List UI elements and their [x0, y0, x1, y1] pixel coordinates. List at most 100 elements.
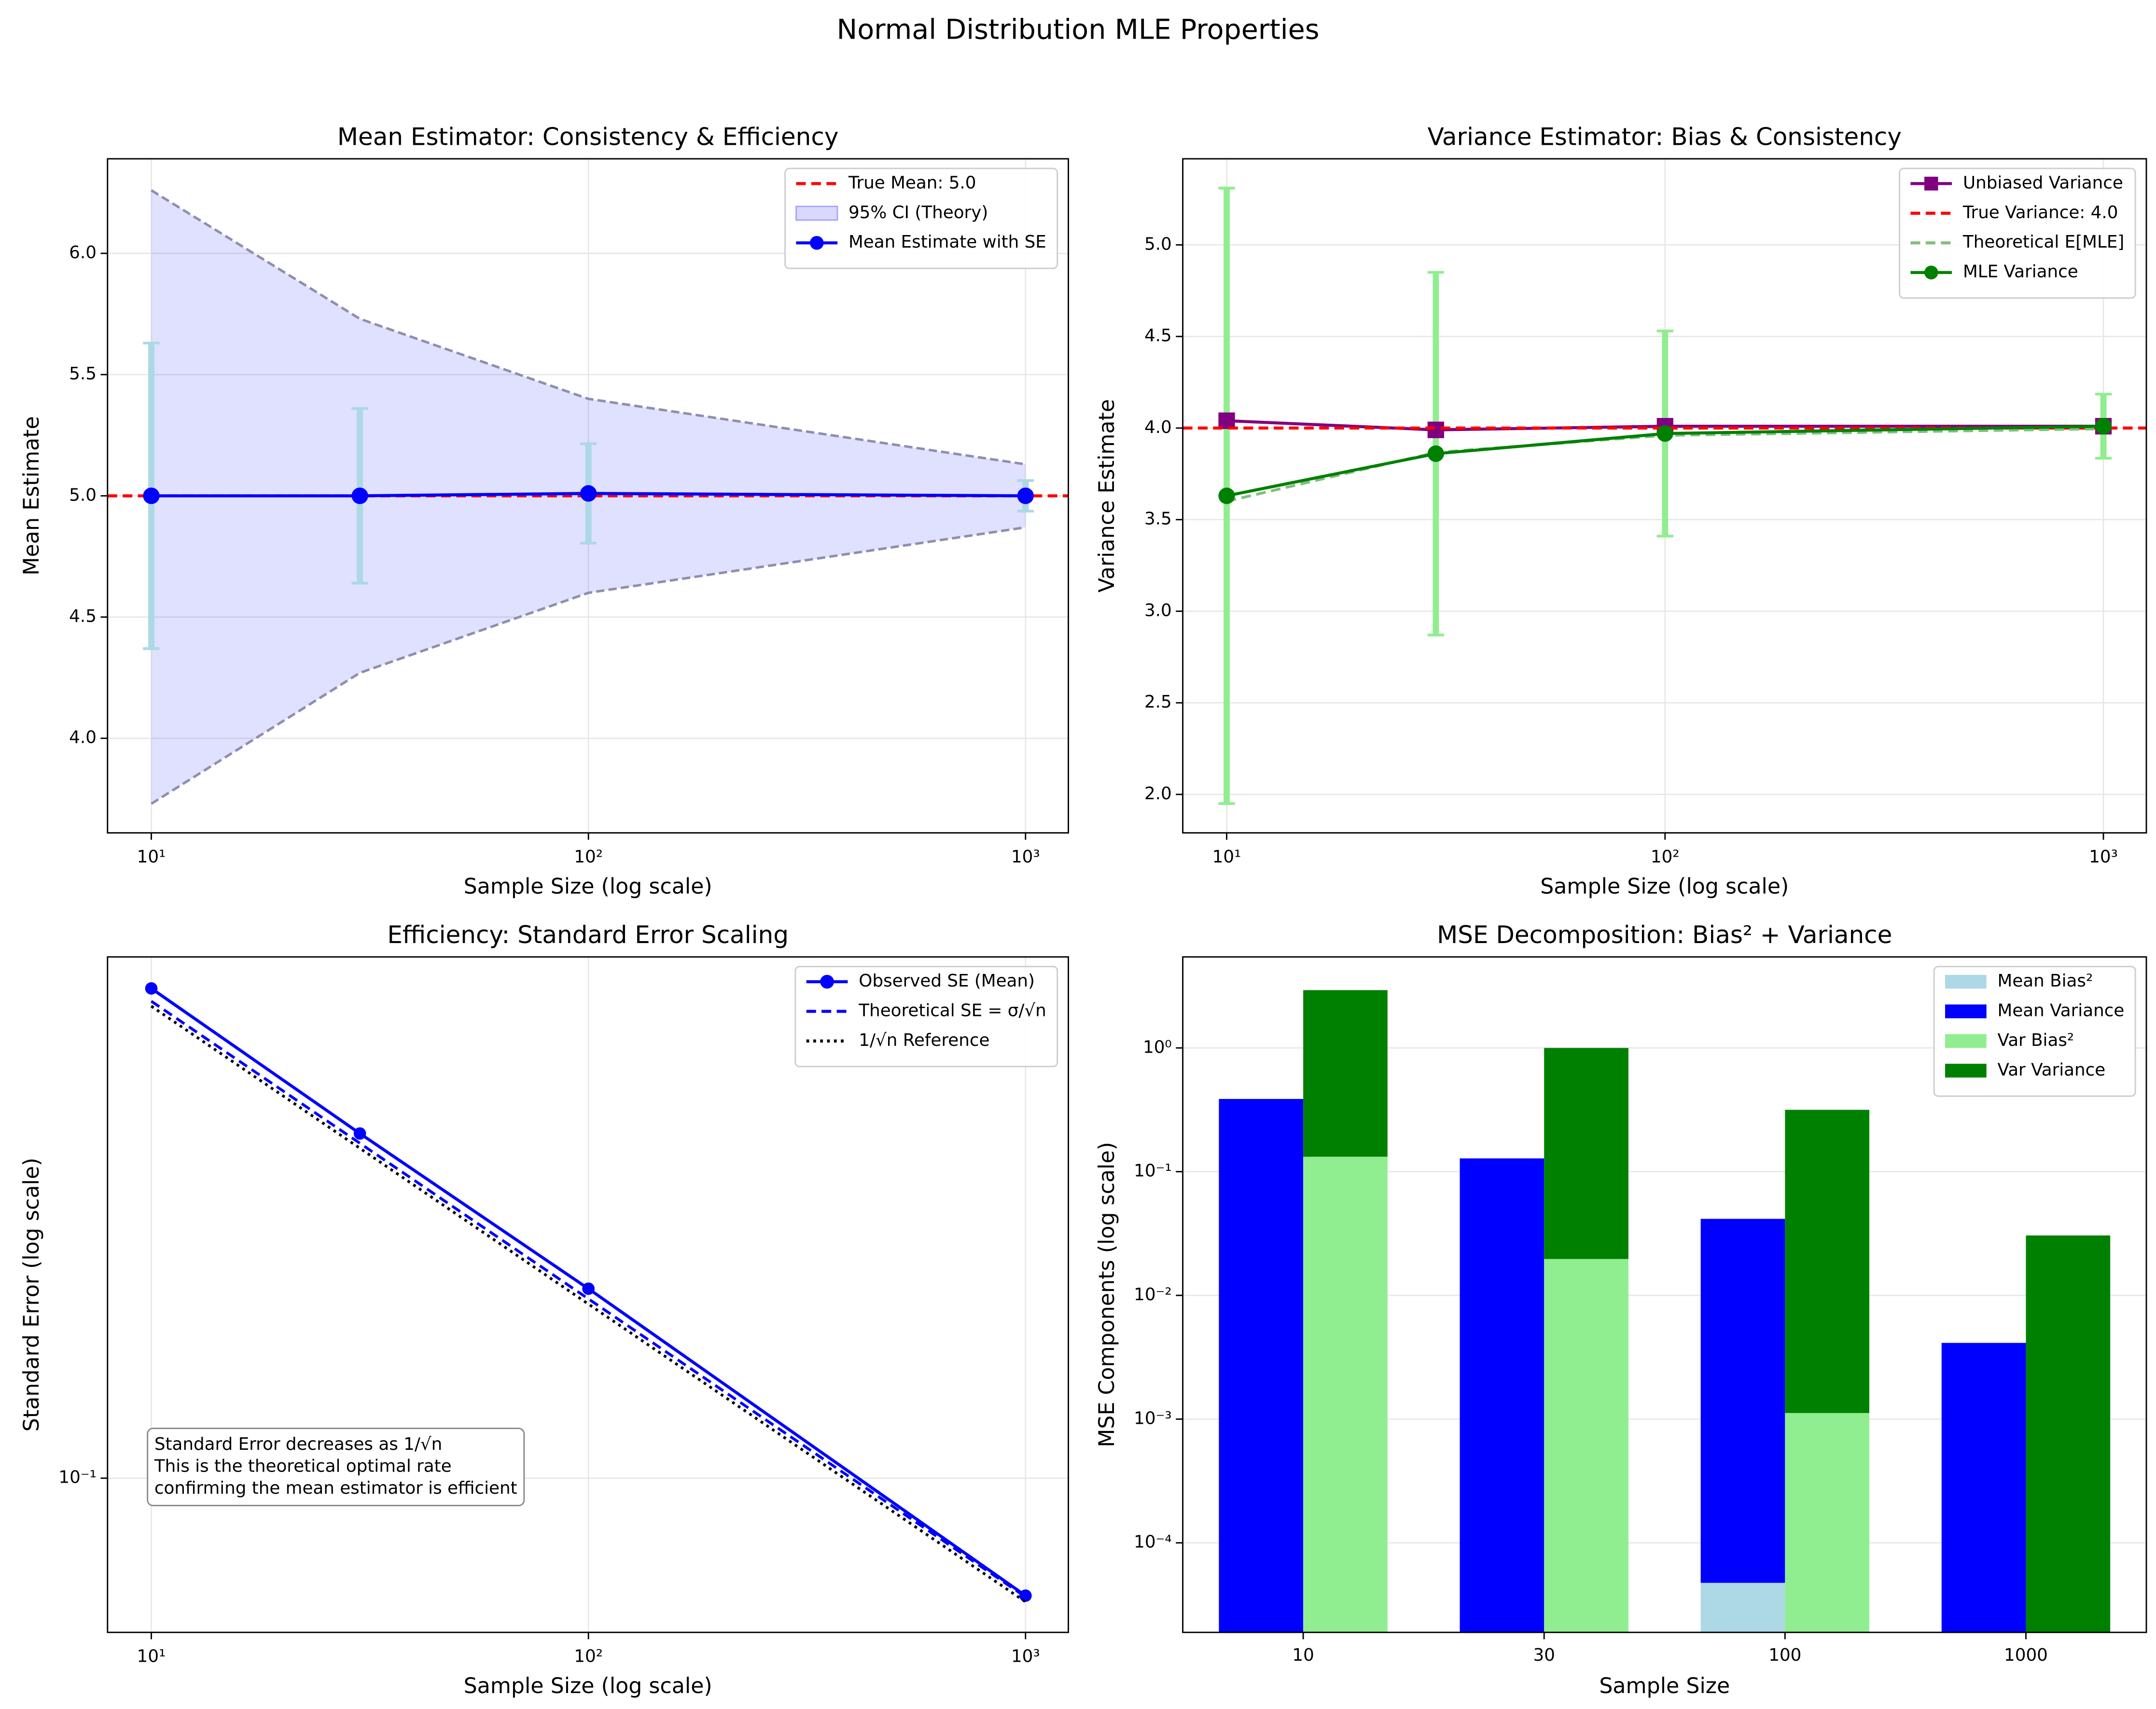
annotation-box	[147, 1428, 525, 1506]
legend-label: True Mean: 5.0	[848, 173, 976, 193]
legend-label: True Variance: 4.0	[1962, 203, 2118, 222]
x-tick-label: 10²	[1651, 847, 1680, 867]
legend-box	[794, 966, 1058, 1068]
legend-label: Theoretical SE = σ/√n	[858, 1001, 1046, 1021]
y-tick-label: 10⁻³	[1134, 1408, 1172, 1428]
x-axis-label: Sample Size (log scale)	[464, 1674, 712, 1698]
bar-segment	[1785, 1110, 1870, 1413]
marker	[145, 982, 158, 995]
y-tick-label: 10⁰	[1143, 1037, 1172, 1057]
marker	[820, 974, 834, 989]
marker	[353, 1127, 366, 1140]
axes-frame	[1182, 956, 2147, 1633]
bar-segment	[1544, 1048, 1628, 1259]
y-tick-label: 5.0	[1144, 234, 1172, 254]
x-tick-label: 100	[1768, 1645, 1801, 1665]
marker	[582, 1282, 595, 1295]
y-tick-label: 10⁻⁴	[1134, 1532, 1172, 1552]
x-tick-label: 10³	[1011, 1647, 1040, 1667]
axes-frame	[107, 158, 1069, 834]
legend: Unbiased Variance True Variance: 4.0 Theor…	[1899, 167, 2136, 299]
marker	[1017, 487, 1034, 504]
subplot-title: Variance Estimator: Bias & Consistency	[1428, 123, 1902, 151]
x-tick-label: 10¹	[1212, 847, 1241, 867]
legend-label: Var Bias²	[1998, 1030, 2074, 1050]
bar-segment	[1303, 1156, 1388, 1633]
plot-area	[1182, 186, 2147, 805]
band-edge	[151, 526, 1026, 805]
marker	[2095, 417, 2112, 435]
legend-swatch	[795, 206, 838, 221]
marker	[1427, 421, 1445, 438]
marker	[1656, 425, 1673, 442]
x-tick-label: 1000	[2004, 1645, 2048, 1665]
legend-label: Var Variance	[1998, 1060, 2106, 1080]
x-tick-label: 10¹	[137, 847, 166, 867]
marker	[143, 487, 160, 504]
legend-swatch	[1945, 974, 1987, 989]
legend-label: Mean Variance	[1998, 1001, 2125, 1021]
subplot-title: Mean Estimator: Consistency & Efficiency	[337, 123, 839, 151]
series-line	[151, 492, 1026, 498]
x-tick-label: 10²	[574, 847, 603, 867]
marker	[810, 236, 824, 250]
series-line	[150, 1000, 1027, 1598]
y-tick-label: 10⁻²	[1134, 1285, 1172, 1305]
subplot-title: Efficiency: Standard Error Scaling	[387, 921, 789, 949]
marker	[1427, 445, 1445, 462]
band-edge	[151, 189, 1026, 466]
y-axis-label: Standard Error (log scale)	[19, 1158, 44, 1432]
y-tick-label: 5.0	[69, 485, 97, 505]
marker	[1019, 1589, 1032, 1602]
y-tick-label: 5.5	[69, 364, 97, 384]
bar-segment	[1785, 1413, 1870, 1633]
subplot: MSE Decomposition: Bias² + Variance Sampl…	[1095, 921, 2147, 1698]
series-line	[1226, 424, 2104, 498]
x-axis-label: Sample Size (log scale)	[1540, 874, 1789, 899]
y-axis-label: Mean Estimate	[19, 416, 44, 575]
legend-swatch	[1945, 1004, 1987, 1018]
legend: Observed SE (Mean) Theoretical SE = σ/√n 1…	[794, 966, 1058, 1068]
subplot: Variance Estimator: Bias & Consistency Sa…	[1095, 123, 2147, 899]
y-tick-label: 4.5	[69, 607, 97, 626]
marker	[580, 485, 597, 502]
subplot: Efficiency: Standard Error Scaling Sample…	[19, 921, 1069, 1698]
subplot-title: MSE Decomposition: Bias² + Variance	[1437, 921, 1892, 949]
legend-label: Theoretical E[MLE]	[1962, 232, 2124, 252]
x-tick-label: 30	[1533, 1645, 1555, 1665]
y-tick-label: 4.5	[1144, 326, 1172, 346]
legend-swatch	[1945, 1034, 1987, 1048]
bar-segment	[2026, 1235, 2111, 1633]
plot-area	[145, 982, 1032, 1603]
series-line	[1226, 427, 2104, 503]
y-tick-label: 3.5	[1144, 509, 1172, 529]
bar-segment	[1544, 1259, 1628, 1633]
x-tick-label: 10³	[2089, 847, 2118, 867]
x-tick-label: 10¹	[137, 1647, 166, 1667]
x-axis-label: Sample Size (log scale)	[464, 874, 712, 899]
marker	[351, 487, 368, 504]
bar-segment	[1219, 1098, 1304, 1633]
legend: Mean Bias² Mean Variance Var Bias² Var Vari…	[1933, 966, 2136, 1097]
axes-frame	[1182, 158, 2147, 834]
marker	[1218, 412, 1235, 429]
y-tick-label: 2.0	[1144, 784, 1172, 804]
plot-area	[1219, 990, 2111, 1633]
x-tick-label: 10²	[574, 1647, 603, 1667]
bar-segment	[1941, 1343, 2026, 1633]
bar-segment	[1700, 1583, 1785, 1633]
bar-segment	[1700, 1219, 1785, 1583]
annotation-text: confirming the mean estimator is efficie…	[154, 1478, 517, 1498]
marker	[1924, 177, 1938, 191]
y-tick-label: 4.0	[1144, 417, 1172, 437]
legend-label: MLE Variance	[1963, 262, 2078, 282]
x-tick-label: 10	[1292, 1645, 1314, 1665]
annotation-text: Standard Error decreases as 1/√n	[154, 1434, 442, 1454]
x-tick-label: 10³	[1011, 847, 1040, 867]
bar-segment	[1303, 990, 1388, 1157]
legend-label: Mean Estimate with SE	[848, 232, 1046, 252]
y-tick-label: 10⁻¹	[1134, 1161, 1172, 1181]
y-tick-label: 3.0	[1144, 600, 1172, 620]
